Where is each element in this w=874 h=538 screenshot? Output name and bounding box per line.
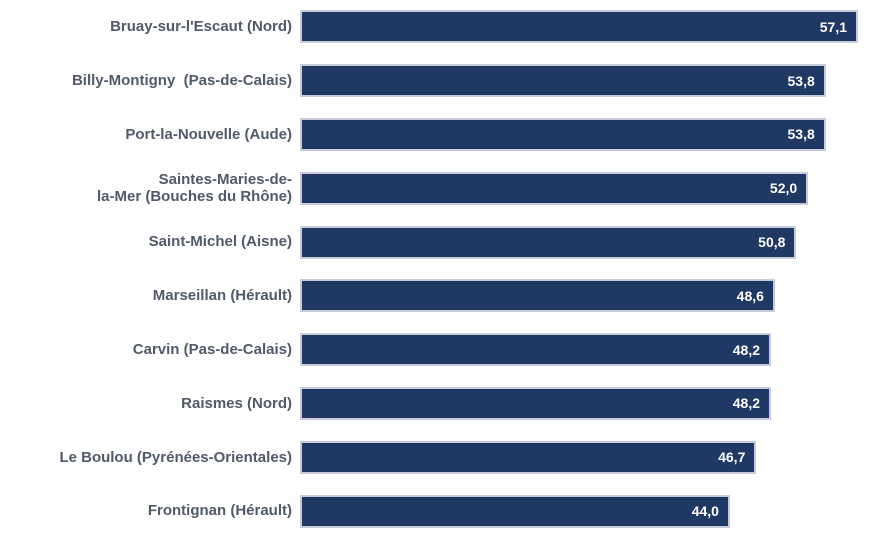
bar: 53,8 [300, 117, 826, 151]
bar: 44,0 [300, 494, 730, 528]
bar-track: 52,0 [300, 171, 858, 205]
bar-track: 53,8 [300, 117, 858, 151]
bar: 48,2 [300, 386, 772, 420]
bar-row: Port-la-Nouvelle (Aude) 53,8 [0, 108, 874, 162]
bar-row: Bruay-sur-l'Escaut (Nord) 57,1 [0, 0, 874, 54]
bar: 48,2 [300, 333, 772, 367]
bar-row: Frontignan (Hérault) 44,0 [0, 484, 874, 538]
value-label: 50,8 [758, 234, 786, 251]
bar: 52,0 [300, 171, 809, 205]
value-label: 52,0 [769, 180, 798, 197]
value-label: 57,1 [819, 18, 847, 35]
bar: 50,8 [300, 225, 797, 259]
value-label: 53,8 [787, 72, 815, 89]
bar: 57,1 [300, 10, 858, 44]
category-label: Port-la-Nouvelle (Aude) [125, 125, 292, 143]
bar: 48,6 [300, 279, 775, 313]
value-label: 48,2 [732, 395, 761, 412]
bar-row: Saint-Michel (Aisne) 50,8 [0, 215, 874, 269]
category-label: Saintes-Maries-de- la-Mer (Bouches du Rh… [96, 171, 292, 206]
bar-row: Carvin (Pas-de-Calais) 48,2 [0, 323, 874, 377]
category-label: Raismes (Nord) [181, 394, 292, 412]
category-label: Le Boulou (Pyrénées-Orientales) [59, 448, 292, 466]
bar-track: 50,8 [300, 225, 858, 259]
bar: 53,8 [300, 64, 826, 98]
value-label: 48,2 [732, 341, 761, 358]
bar-row: Marseillan (Hérault) 48,6 [0, 269, 874, 323]
category-label: Carvin (Pas-de-Calais) [132, 341, 292, 359]
category-label: Frontignan (Hérault) [147, 502, 292, 520]
value-label: 48,6 [736, 287, 764, 304]
bar-track: 44,0 [300, 494, 858, 528]
bar-track: 57,1 [300, 10, 858, 44]
bar-track: 48,6 [300, 279, 858, 313]
bar-row: Billy-Montigny (Pas-de-Calais) 53,8 [0, 54, 874, 108]
category-label: Saint-Michel (Aisne) [148, 233, 292, 251]
value-label: 44,0 [691, 503, 719, 520]
bar-row: Saintes-Maries-de- la-Mer (Bouches du Rh… [0, 161, 874, 215]
category-label: Billy-Montigny (Pas-de-Calais) [71, 72, 292, 90]
bar-track: 48,2 [300, 333, 858, 367]
bar-track: 53,8 [300, 64, 858, 98]
category-label: Bruay-sur-l'Escaut (Nord) [110, 18, 292, 36]
bar-row: Raismes (Nord) 48,2 [0, 377, 874, 431]
category-label: Marseillan (Hérault) [152, 287, 292, 305]
bar-track: 46,7 [300, 440, 858, 474]
bar-track: 48,2 [300, 386, 858, 420]
bar-row: Le Boulou (Pyrénées-Orientales) 46,7 [0, 430, 874, 484]
value-label: 53,8 [787, 126, 815, 143]
bar: 46,7 [300, 440, 757, 474]
value-label: 46,7 [718, 449, 746, 466]
